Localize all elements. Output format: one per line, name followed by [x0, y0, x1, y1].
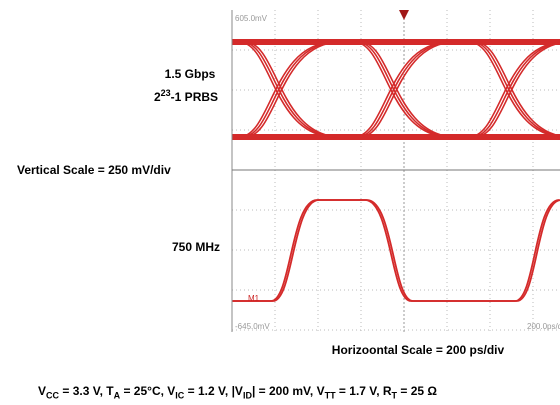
condition-sub: T: [391, 390, 398, 401]
clock-trace: [233, 199, 560, 302]
bottom-label: -645.0mV: [235, 322, 270, 331]
condition-sub: CC: [46, 390, 60, 401]
prbs-base: 2: [153, 90, 161, 104]
grid: [232, 10, 560, 332]
eye-transition: [468, 41, 560, 138]
condition-base: V: [38, 384, 47, 398]
condition-sub: ID: [242, 390, 252, 401]
eye-transition: [238, 41, 336, 138]
eye-transition: [356, 41, 454, 138]
condition-sub: IC: [175, 390, 185, 401]
clock-label: 750 MHz: [171, 240, 221, 254]
horizontal-scale: Horizoontal Scale = 200 ps/div: [331, 343, 505, 357]
trigger-marker: [399, 10, 409, 20]
condition-base: V: [167, 384, 176, 398]
traces: [232, 39, 560, 302]
eye-transition: [244, 41, 342, 138]
eye-transition: [468, 41, 560, 138]
condition-rest: = 3.3 V,: [59, 384, 107, 398]
condition-base: R: [382, 384, 392, 398]
eye-transition: [353, 41, 451, 138]
condition-base: V: [316, 384, 325, 398]
condition-sub: TT: [324, 390, 336, 401]
condition-rest: = 25°C,: [120, 384, 168, 398]
eye-transition: [471, 42, 560, 138]
conditions: VCC = 3.3 V, TA = 25°C, VIC = 1.2 V, |VI…: [38, 384, 437, 400]
condition-sub: A: [113, 390, 121, 401]
top-label: 605.0mV: [235, 14, 268, 23]
eye-transition: [241, 41, 339, 138]
condition-rest: | = 200 mV,: [251, 384, 317, 398]
prbs-label: 223-1 PRBS: [154, 88, 218, 104]
condition-rest: = 25 Ω: [397, 384, 438, 398]
eye-transition: [359, 41, 457, 138]
eye-transition: [474, 42, 560, 138]
condition-rest: = 1.2 V,: [184, 384, 232, 398]
clock-trace: [232, 199, 560, 302]
marker-label: M1: [248, 294, 260, 303]
vertical-scale: Vertical Scale = 250 mV/div: [17, 163, 171, 177]
prbs-rest: -1 PRBS: [170, 90, 219, 104]
condition-rest: = 1.7 V,: [335, 384, 383, 398]
condition-base: |V: [231, 384, 243, 398]
condition-base: T: [106, 384, 114, 398]
prbs-exponent: 23: [160, 88, 171, 98]
time-label: 200.0ps/div: [527, 322, 560, 331]
rate-label: 1.5 Gbps: [164, 67, 216, 81]
